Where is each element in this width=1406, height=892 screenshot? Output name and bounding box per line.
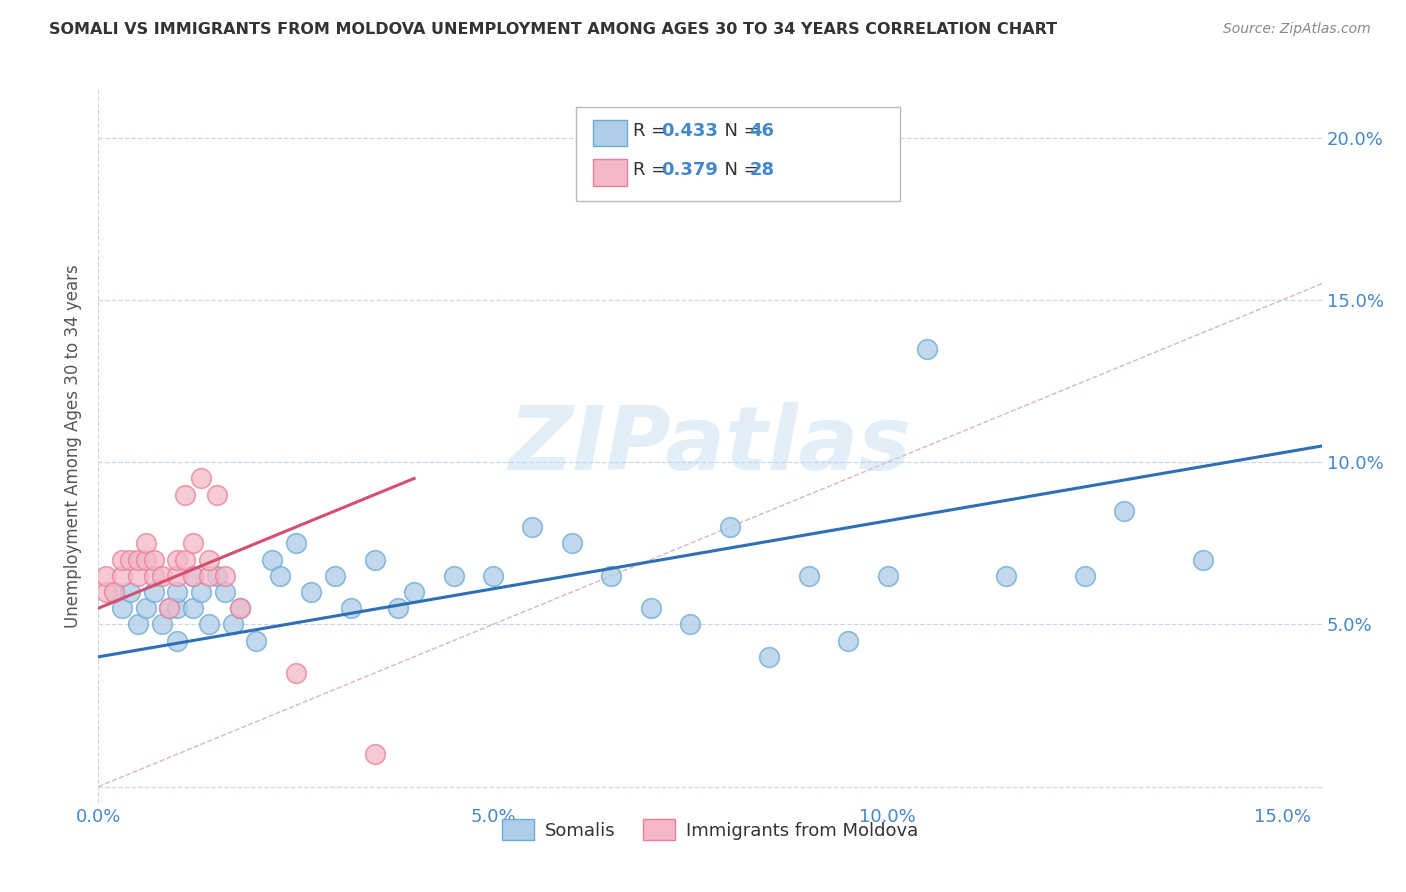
Point [135,536,157,550]
Point [166,633,188,648]
Point [127,568,149,582]
Text: N =: N = [713,122,765,140]
Point [111,601,134,615]
Point [166,552,188,566]
Point [190,471,212,485]
Text: N =: N = [713,161,765,179]
Text: R =: R = [633,122,672,140]
Point [214,585,236,599]
Point [561,536,583,550]
Text: 0.433: 0.433 [661,122,717,140]
Point [600,568,623,582]
Point [340,601,363,615]
Point [118,585,141,599]
Point [915,342,938,356]
Point [387,601,409,615]
Point [301,585,323,599]
Point [166,601,188,615]
Point [994,568,1017,582]
Point [404,585,426,599]
Point [118,552,141,566]
Point [797,568,820,582]
Point [205,568,228,582]
Point [229,601,252,615]
Point [1074,568,1097,582]
Point [363,552,385,566]
Text: R =: R = [633,161,672,179]
Point [482,568,505,582]
Point [142,585,165,599]
Point [135,552,157,566]
Text: 0.379: 0.379 [661,161,717,179]
Point [679,617,702,632]
Text: SOMALI VS IMMIGRANTS FROM MOLDOVA UNEMPLOYMENT AMONG AGES 30 TO 34 YEARS CORRELA: SOMALI VS IMMIGRANTS FROM MOLDOVA UNEMPL… [49,22,1057,37]
Point [198,617,221,632]
Y-axis label: Unemployment Among Ages 30 to 34 years: Unemployment Among Ages 30 to 34 years [63,264,82,628]
Point [127,552,149,566]
Point [758,649,780,664]
Point [142,568,165,582]
Point [159,601,181,615]
Point [181,536,204,550]
Point [876,568,898,582]
Point [221,617,243,632]
Text: ZIPatlas: ZIPatlas [509,402,911,490]
Point [1192,552,1215,566]
Point [96,585,118,599]
Point [284,666,307,681]
Point [260,552,283,566]
Point [96,568,118,582]
Point [640,601,662,615]
Point [111,552,134,566]
Text: 46: 46 [749,122,775,140]
Point [174,488,197,502]
Point [214,568,236,582]
Point [103,585,125,599]
Point [1114,504,1136,518]
Point [181,568,204,582]
Point [150,617,173,632]
Point [198,568,221,582]
Point [103,585,125,599]
Point [166,585,188,599]
Point [166,568,188,582]
Point [142,552,165,566]
Legend: Somalis, Immigrants from Moldova: Somalis, Immigrants from Moldova [495,812,925,847]
Point [111,568,134,582]
Point [174,552,197,566]
Point [323,568,346,582]
Point [522,520,544,534]
Point [150,568,173,582]
Point [229,601,252,615]
Point [205,488,228,502]
Point [127,617,149,632]
Point [269,568,291,582]
Point [181,568,204,582]
Point [198,552,221,566]
Point [443,568,465,582]
Point [718,520,741,534]
Point [837,633,859,648]
Point [190,585,212,599]
Text: 28: 28 [749,161,775,179]
Point [284,536,307,550]
Text: Source: ZipAtlas.com: Source: ZipAtlas.com [1223,22,1371,37]
Point [245,633,267,648]
Point [135,601,157,615]
Point [181,601,204,615]
Point [159,601,181,615]
Point [363,747,385,761]
